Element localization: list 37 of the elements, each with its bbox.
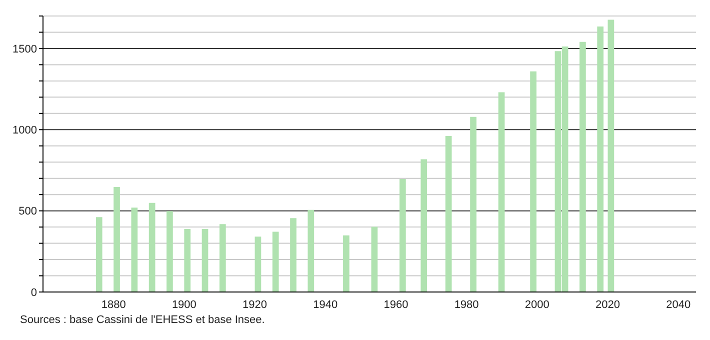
x-tick-label: 1940 — [313, 298, 338, 311]
bar — [597, 26, 604, 292]
bar — [498, 92, 505, 292]
bar — [166, 211, 173, 292]
x-tick-label: 2000 — [524, 298, 550, 311]
bar — [114, 186, 120, 292]
bar — [148, 202, 156, 292]
bar — [308, 210, 314, 292]
bar — [420, 159, 428, 292]
x-tick-label: 1920 — [242, 298, 268, 311]
bar — [184, 229, 191, 292]
y-tick-label: 0 — [30, 286, 37, 299]
bar — [371, 226, 378, 292]
bar — [343, 235, 350, 292]
bar — [254, 236, 262, 292]
bar — [96, 217, 102, 292]
bar — [470, 116, 476, 292]
bar — [608, 20, 614, 292]
bar — [580, 42, 586, 292]
bar — [290, 218, 296, 292]
y-tick-label: 500 — [18, 206, 37, 218]
y-tick-label: 1500 — [12, 43, 37, 56]
bar — [131, 208, 138, 292]
bar — [202, 229, 208, 292]
bar — [445, 136, 452, 292]
x-tick-label: 2040 — [666, 298, 691, 311]
bar — [400, 179, 406, 292]
x-tick-label: 1900 — [172, 298, 196, 311]
x-tick-label: 1960 — [384, 298, 408, 311]
bar — [219, 224, 226, 292]
source-note: Sources : base Cassini de l'EHESS et base Insee. — [20, 314, 266, 326]
bar — [530, 71, 536, 292]
y-tick-label: 1000 — [12, 124, 37, 137]
x-tick-label: 1980 — [454, 298, 479, 311]
x-tick-label: 1880 — [101, 298, 126, 311]
bar — [272, 232, 279, 292]
x-tick-label: 2020 — [596, 298, 620, 311]
